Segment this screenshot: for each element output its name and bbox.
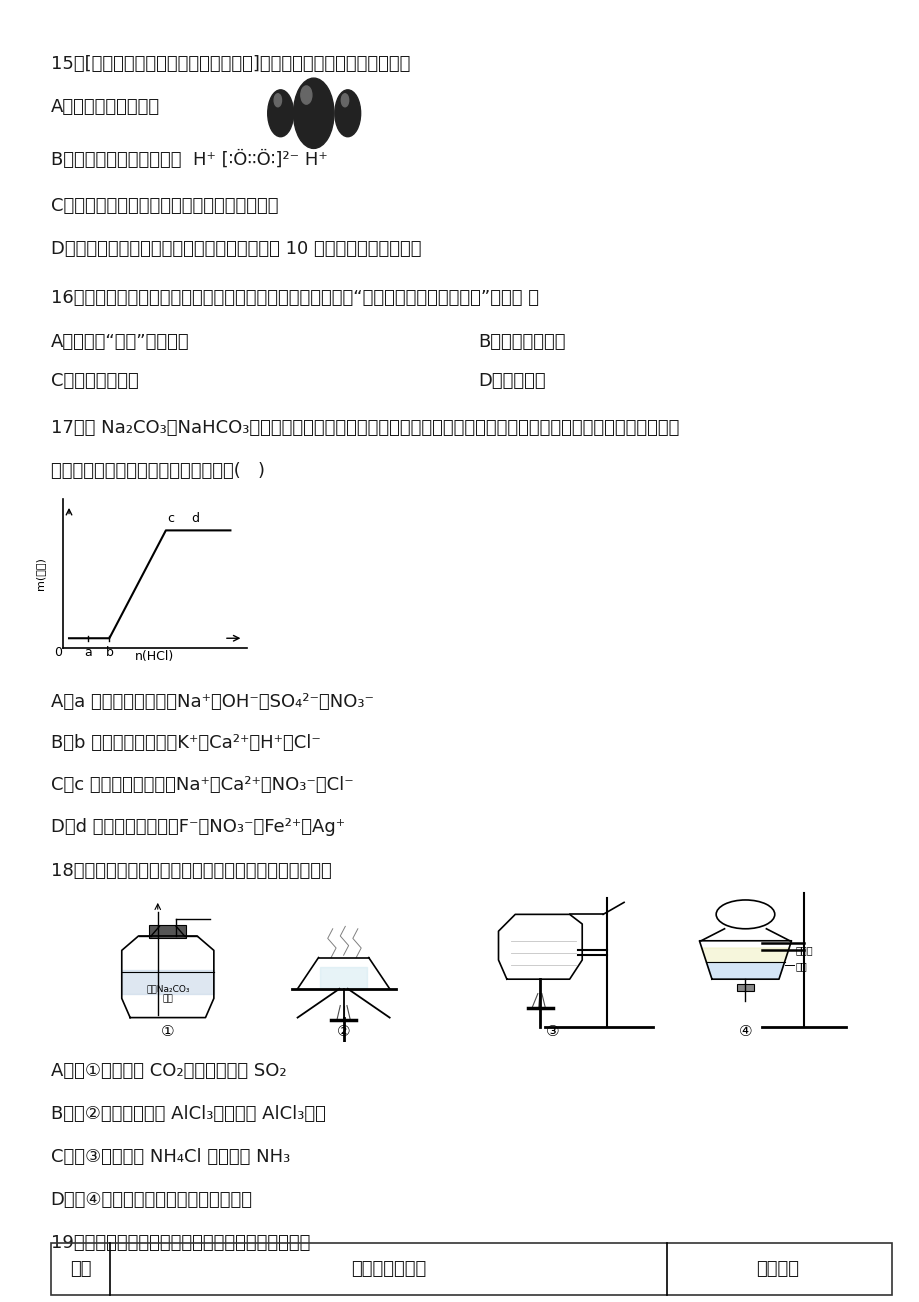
Text: C．外接电源负极: C．外接电源负极 [51, 372, 138, 391]
Text: B．过氧化氢的电子式为：  H⁺ [∶Ö∶∶Ö∶]²⁻ H⁺: B．过氧化氢的电子式为： H⁺ [∶Ö∶∶Ö∶]²⁻ H⁺ [51, 150, 327, 169]
Text: A．a 点对应的溶液中：Na⁺、OH⁻、SO₄²⁻、NO₃⁻: A．a 点对应的溶液中：Na⁺、OH⁻、SO₄²⁻、NO₃⁻ [51, 693, 373, 711]
Text: C．石油的分馏和煤的气化、液化均为物理变化: C．石油的分馏和煤的气化、液化均为物理变化 [51, 197, 278, 215]
Polygon shape [149, 926, 186, 939]
Text: 选项: 选项 [70, 1260, 91, 1279]
Text: ②: ② [336, 1025, 350, 1039]
Ellipse shape [335, 90, 360, 137]
Ellipse shape [267, 90, 293, 137]
Ellipse shape [293, 78, 334, 148]
Text: 16、以下措施都能使海洋钙质钒台增强抗腐蚀能力，其中属于“犊犊牧阳极的阴极保护法”的是（ ）: 16、以下措施都能使海洋钙质钒台增强抗腐蚀能力，其中属于“犊犊牧阳极的阴极保护法… [51, 289, 538, 307]
Text: 19、根据下列实验操作和现象所得到的结论正确的是: 19、根据下列实验操作和现象所得到的结论正确的是 [51, 1234, 310, 1253]
Text: 17、向 Na₂CO₃、NaHCO₃混合溶液中逐滴加入稀盐酸，生成气体的量随盐酸加入量的变化关系如图所示，则下列离子: 17、向 Na₂CO₃、NaHCO₃混合溶液中逐滴加入稀盐酸，生成气体的量随盐酸… [51, 419, 678, 437]
Text: 0: 0 [54, 647, 62, 660]
Ellipse shape [341, 94, 348, 107]
Text: D．甲基环丁烷二氯代物的同分异构体的数目是 10 种（不考虑立体异构）: D．甲基环丁烷二氯代物的同分异构体的数目是 10 种（不考虑立体异构） [51, 240, 421, 258]
Text: A．对钙材“发蓝”（镣化）: A．对钙材“发蓝”（镣化） [51, 333, 189, 352]
Text: 水层: 水层 [795, 961, 807, 971]
Text: ①: ① [161, 1025, 175, 1039]
Text: C．用③装置加热 NH₄Cl 固体制取 NH₃: C．用③装置加热 NH₄Cl 固体制取 NH₃ [51, 1148, 289, 1167]
Text: 实验结论: 实验结论 [755, 1260, 798, 1279]
Text: ③: ③ [546, 1025, 559, 1039]
Text: c: c [167, 512, 175, 525]
Text: a: a [85, 647, 92, 660]
Text: 有机层: 有机层 [795, 945, 812, 956]
Text: m(气体): m(气体) [36, 557, 45, 590]
Text: D．连接锌块: D．连接锌块 [478, 372, 546, 391]
Text: 18、用下列实验装置进行相应实验，能达到实验目的的是: 18、用下列实验装置进行相应实验，能达到实验目的的是 [51, 862, 331, 880]
Text: 15、[安徽省蚌埠市高三第一次质量监测]下列有关化学用语表示正确的是: 15、[安徽省蚌埠市高三第一次质量监测]下列有关化学用语表示正确的是 [51, 55, 410, 73]
Text: d: d [191, 512, 199, 525]
Text: ④: ④ [738, 1025, 752, 1039]
Polygon shape [706, 962, 784, 979]
Text: A．水分子的比例模型: A．水分子的比例模型 [51, 98, 160, 116]
Text: A．用①装置除去 CO₂中含有的少量 SO₂: A．用①装置除去 CO₂中含有的少量 SO₂ [51, 1062, 286, 1081]
Text: 组在对应的溶液中一定能大量共存的是(   ): 组在对应的溶液中一定能大量共存的是( ) [51, 462, 265, 480]
Text: B．b 点对应的溶液中：K⁺、Ca²⁺、H⁺、Cl⁻: B．b 点对应的溶液中：K⁺、Ca²⁺、H⁺、Cl⁻ [51, 734, 320, 753]
Bar [51, 1243, 891, 1295]
Ellipse shape [274, 94, 281, 107]
Text: 实验操作和现象: 实验操作和现象 [351, 1260, 425, 1279]
Text: B．选用钓铁合金: B．选用钓铁合金 [478, 333, 565, 352]
Text: b: b [106, 647, 113, 660]
Text: C．c 点对应的溶液中：Na⁺、Ca²⁺、NO₃⁻、Cl⁻: C．c 点对应的溶液中：Na⁺、Ca²⁺、NO₃⁻、Cl⁻ [51, 776, 353, 794]
X-axis label: n(HCl): n(HCl) [135, 650, 174, 663]
Polygon shape [700, 948, 789, 962]
Text: B．用②装置蒸干饱和 AlCl₃溶液制备 AlCl₃晶体: B．用②装置蒸干饱和 AlCl₃溶液制备 AlCl₃晶体 [51, 1105, 325, 1124]
Ellipse shape [301, 86, 312, 104]
Text: D．用④装置分离乙酸乙酯与水的混合液: D．用④装置分离乙酸乙酯与水的混合液 [51, 1191, 253, 1210]
Text: D．d 点对应的溶液中：F⁻、NO₃⁻、Fe²⁺、Ag⁺: D．d 点对应的溶液中：F⁻、NO₃⁻、Fe²⁺、Ag⁺ [51, 818, 345, 836]
Polygon shape [736, 984, 753, 991]
Text: 饱和Na₂CO₃
溶液: 饱和Na₂CO₃ 溶液 [146, 984, 189, 1004]
